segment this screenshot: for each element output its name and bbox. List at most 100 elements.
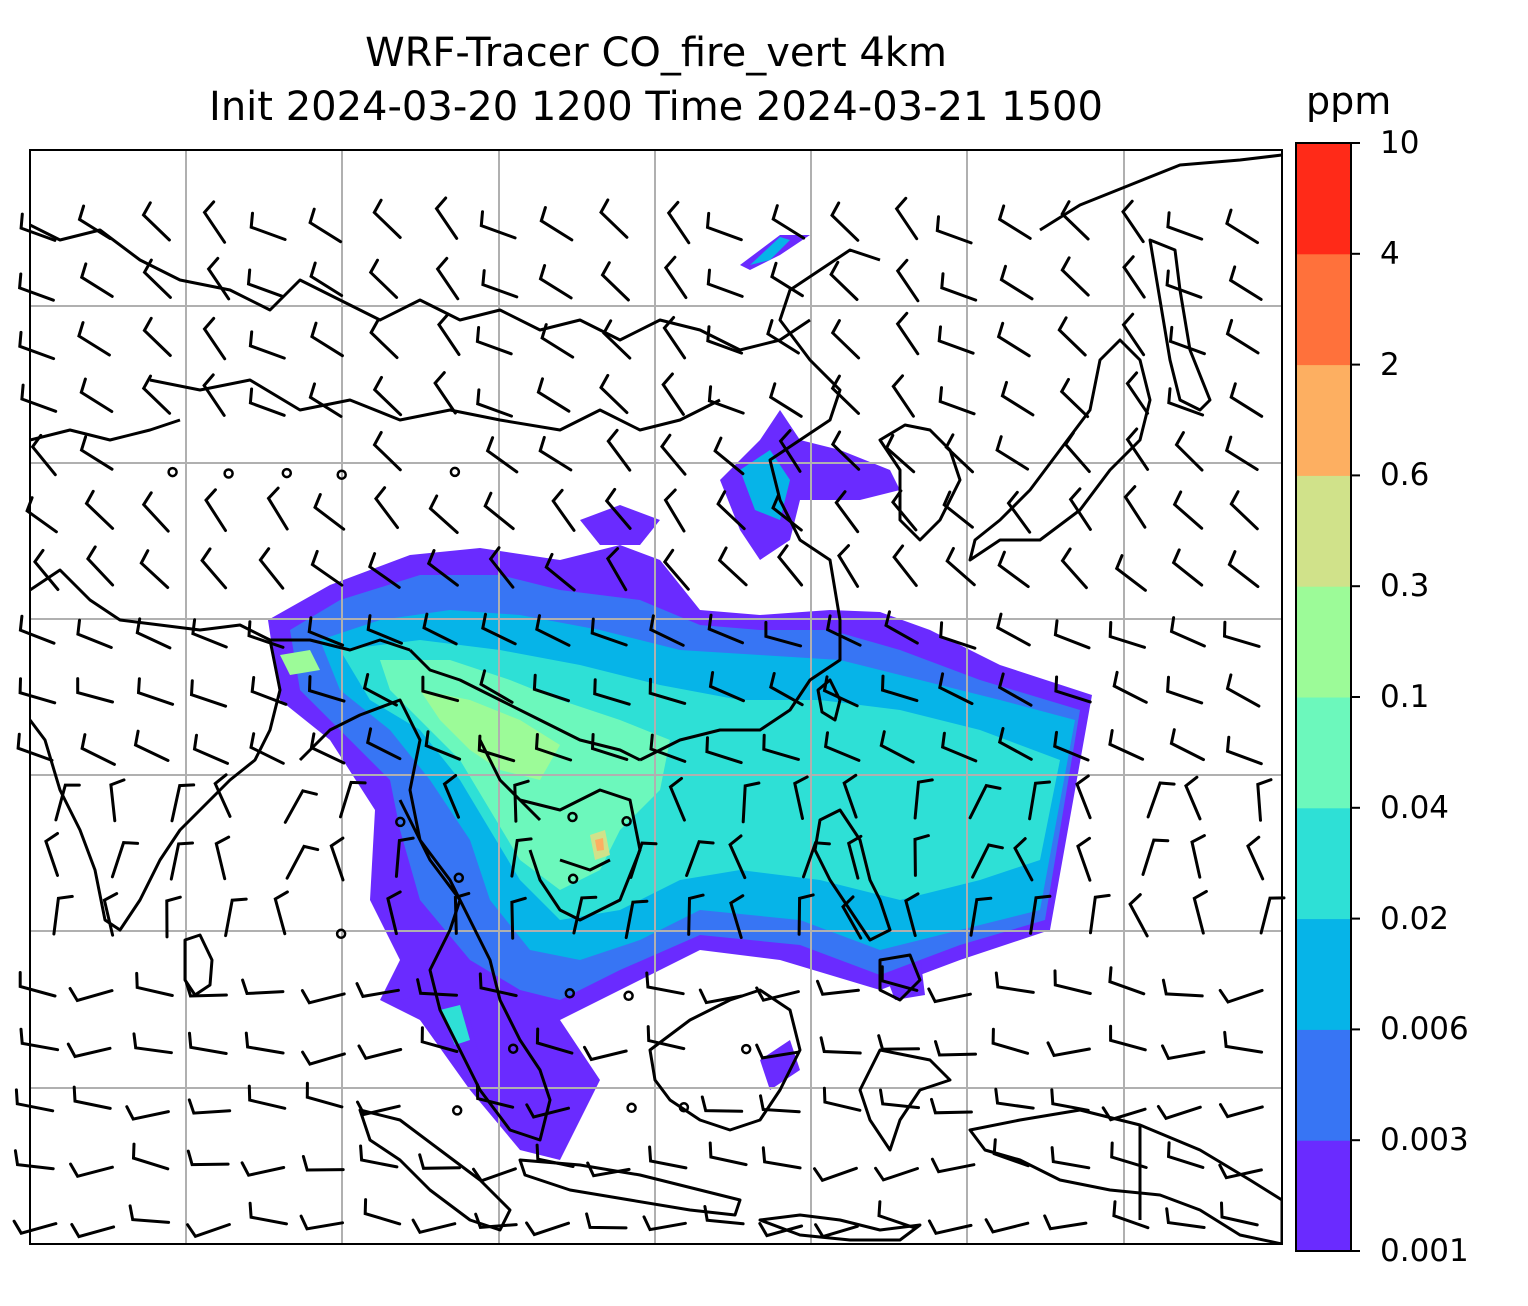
wind-barb xyxy=(1184,775,1202,821)
plume-level-0.001 xyxy=(580,505,660,545)
wind-barb xyxy=(18,272,55,302)
coastline-indochina xyxy=(519,788,642,922)
coastline-russia-east xyxy=(1039,153,1282,232)
wind-barb xyxy=(769,672,804,707)
wind-barb xyxy=(313,493,346,531)
wind-barb xyxy=(593,678,631,706)
wind-barb xyxy=(363,1198,402,1226)
wind-barb xyxy=(422,612,458,646)
wind-barb xyxy=(1028,780,1051,821)
wind-barb xyxy=(329,836,345,882)
wind-barb xyxy=(645,971,685,996)
wind-barb xyxy=(513,779,530,823)
wind-barb xyxy=(266,486,289,531)
wind-barb xyxy=(538,264,573,300)
wind-barb xyxy=(755,1043,800,1060)
wind-barb xyxy=(170,783,196,823)
wind-barb xyxy=(84,489,115,530)
wind-barb xyxy=(240,1161,286,1177)
wind-barb xyxy=(1169,728,1205,762)
wind-barb xyxy=(1222,620,1261,648)
co-plume-layer xyxy=(268,235,1092,1160)
wind-barb xyxy=(424,730,462,761)
wind-barb xyxy=(204,488,227,532)
wind-barb xyxy=(510,837,533,878)
wind-barb xyxy=(44,832,59,877)
wind-barb xyxy=(1059,377,1090,419)
colorbar-frame xyxy=(1295,142,1352,1252)
wind-barb xyxy=(716,490,746,531)
wind-barb xyxy=(1165,1207,1206,1229)
wind-barb xyxy=(940,731,978,763)
coastlines xyxy=(30,153,1282,1244)
wind-barb xyxy=(485,436,519,474)
wind-barb xyxy=(895,311,920,356)
wind-barb xyxy=(1166,1141,1205,1169)
wind-barb xyxy=(997,204,1032,240)
wind-barb xyxy=(969,896,993,937)
wind-barb xyxy=(937,325,975,355)
wind-barb xyxy=(69,1162,114,1179)
wind-barb xyxy=(355,982,400,999)
wind-barb xyxy=(1053,619,1091,650)
wind-barb xyxy=(273,890,289,936)
coastline-sri-lanka xyxy=(183,933,214,997)
wind-barb xyxy=(1168,325,1206,356)
wind-barb xyxy=(668,776,686,822)
wind-barb xyxy=(624,899,649,940)
wind-barb xyxy=(169,841,194,881)
wind-barbs-layer xyxy=(12,196,1286,1239)
wind-barb xyxy=(758,1222,804,1238)
wind-barb xyxy=(590,733,629,761)
wind-barb xyxy=(913,834,930,877)
coastline-philippines xyxy=(813,808,892,942)
wind-barb xyxy=(1223,1030,1264,1054)
calm-wind-marker xyxy=(281,467,293,479)
calm-wind-marker xyxy=(567,811,578,823)
wind-barb xyxy=(25,496,58,534)
wind-barb xyxy=(940,272,978,302)
wind-barb xyxy=(841,895,863,940)
colorbar-tick-label: 4 xyxy=(1380,235,1400,272)
wind-barb xyxy=(825,614,862,647)
wind-barb xyxy=(540,323,575,359)
wind-barb xyxy=(372,375,403,417)
plot-title-line-1: WRF-Tracer CO_fire_vert 4km xyxy=(365,30,947,76)
wind-barb xyxy=(1043,1214,1088,1231)
wind-barb xyxy=(534,733,573,762)
wind-barb xyxy=(706,325,744,355)
wind-barb xyxy=(606,428,632,472)
wind-barb xyxy=(891,489,918,532)
wind-barb xyxy=(453,891,471,935)
wind-barb xyxy=(79,377,114,413)
colorbar-segment xyxy=(1296,364,1351,476)
coastline-india xyxy=(30,568,282,932)
colorbar-tick-label: 0.006 xyxy=(1380,1011,1469,1048)
wind-barb xyxy=(648,677,687,705)
wind-barb xyxy=(139,549,170,589)
wind-barb xyxy=(247,1084,287,1110)
wind-barb xyxy=(136,677,175,706)
wind-barb xyxy=(877,1034,920,1051)
wind-barb xyxy=(879,730,915,764)
colorbar-tick-label: 0.3 xyxy=(1380,568,1430,605)
wind-barb xyxy=(110,841,140,879)
wind-barb xyxy=(54,783,81,822)
wind-barb xyxy=(995,612,1031,647)
wind-barb xyxy=(1166,675,1204,705)
wind-barb xyxy=(1165,269,1203,299)
colorbar-segment xyxy=(1296,475,1351,587)
wind-barb xyxy=(248,387,286,417)
wind-barb xyxy=(79,262,114,298)
wind-barb xyxy=(913,778,934,820)
wind-barb xyxy=(72,1085,112,1110)
wind-barb xyxy=(420,1026,459,1053)
coastline-myanmar-thailand-malaysia xyxy=(298,698,552,1142)
wind-barb xyxy=(717,546,748,587)
wind-barb xyxy=(930,1097,973,1115)
wind-barb xyxy=(532,673,570,703)
wind-barb xyxy=(1006,490,1032,534)
wind-barb xyxy=(433,371,457,415)
wind-barb xyxy=(1123,485,1147,529)
wind-barb xyxy=(995,435,1030,471)
